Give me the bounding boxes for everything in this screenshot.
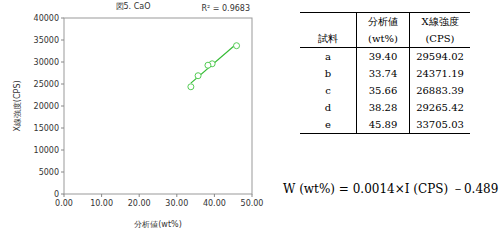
y-tick-label: 20000 [34, 102, 59, 111]
chart: 図5. CaO 0 5000 10000 15000 20000 25000 30000 350… [0, 0, 500, 233]
plot-marks [188, 43, 240, 90]
x-tick [139, 194, 140, 197]
table-cell: e [300, 116, 357, 134]
data-point [234, 43, 240, 49]
y-tick-label: 10000 [34, 146, 59, 155]
y-tick [61, 128, 64, 129]
y-tick-label: 0 [54, 190, 59, 199]
table-cell: 29265.42 [410, 99, 471, 116]
table-cell: 38.28 [357, 99, 410, 116]
y-tick-label: 15000 [34, 124, 59, 133]
table-row: b33.7424371.19 [300, 65, 470, 82]
table-row: d38.2829265.42 [300, 99, 470, 116]
table-cell: d [300, 99, 357, 116]
x-tick-label: 0.00 [55, 199, 73, 208]
y-axis-label: X線強度(CPS) [13, 80, 22, 131]
table-row: a39.4029594.02 [300, 48, 470, 66]
y-tick [61, 84, 64, 85]
table-cell: 29594.02 [410, 48, 471, 66]
table-cell: c [300, 82, 357, 99]
table-cell [300, 13, 357, 31]
trendline [191, 44, 237, 83]
table-cell: 35.66 [357, 82, 410, 99]
table-cell: a [300, 48, 357, 66]
table-row: c35.6626883.39 [300, 82, 470, 99]
table-cell: 26883.39 [410, 82, 471, 99]
table-cell: (CPS) [410, 30, 471, 48]
data-table: 分析値X線強度試料(wt%)(CPS)a39.4029594.02b33.742… [300, 12, 470, 134]
table-cell: 試料 [300, 30, 357, 48]
x-tick-label: 50.00 [241, 199, 264, 208]
formula: W (wt%) = 0.0014×I (CPS) －0.489 [283, 181, 498, 198]
data-point [205, 62, 211, 68]
table-row: e45.8933705.03 [300, 116, 470, 134]
chart-title: 図5. CaO [116, 2, 151, 11]
x-tick-label: 20.00 [128, 199, 151, 208]
x-tick [214, 194, 215, 197]
table-cell: 39.40 [357, 48, 410, 66]
table-row: 分析値X線強度 [300, 13, 470, 31]
y-tick [61, 40, 64, 41]
y-tick [61, 62, 64, 63]
x-tick-label: 40.00 [203, 199, 226, 208]
y-tick [61, 18, 64, 19]
y-tick [61, 172, 64, 173]
table-cell: 33.74 [357, 65, 410, 82]
y-tick-label: 35000 [34, 36, 59, 45]
table-cell: 33705.03 [410, 116, 471, 134]
y-tick-label: 5000 [39, 168, 59, 177]
table-row: 試料(wt%)(CPS) [300, 30, 470, 48]
y-tick-label: 25000 [34, 80, 59, 89]
table-cell: 45.89 [357, 116, 410, 134]
x-tick-label: 10.00 [90, 199, 113, 208]
page: 図5. CaO 0 5000 10000 15000 20000 25000 30000 350… [0, 0, 500, 233]
x-tick [176, 194, 177, 197]
table-cell: X線強度 [410, 13, 471, 31]
x-tick [101, 194, 102, 197]
data-point [188, 84, 194, 90]
y-tick-label: 30000 [34, 58, 59, 67]
table-cell: b [300, 65, 357, 82]
y-tick [61, 150, 64, 151]
table-cell: 分析値 [357, 13, 410, 31]
x-tick-label: 30.00 [165, 199, 188, 208]
y-tick-label: 40000 [34, 14, 59, 23]
table-cell: 24371.19 [410, 65, 471, 82]
table-cell: (wt%) [357, 30, 410, 48]
x-tick [64, 194, 65, 197]
y-tick [61, 106, 64, 107]
data-point [195, 73, 201, 79]
x-axis-label: 分析値(wt%) [134, 220, 182, 229]
x-tick [252, 194, 253, 197]
plot-frame [64, 18, 252, 194]
r2-annotation: R² = 0.9683 [201, 4, 250, 13]
